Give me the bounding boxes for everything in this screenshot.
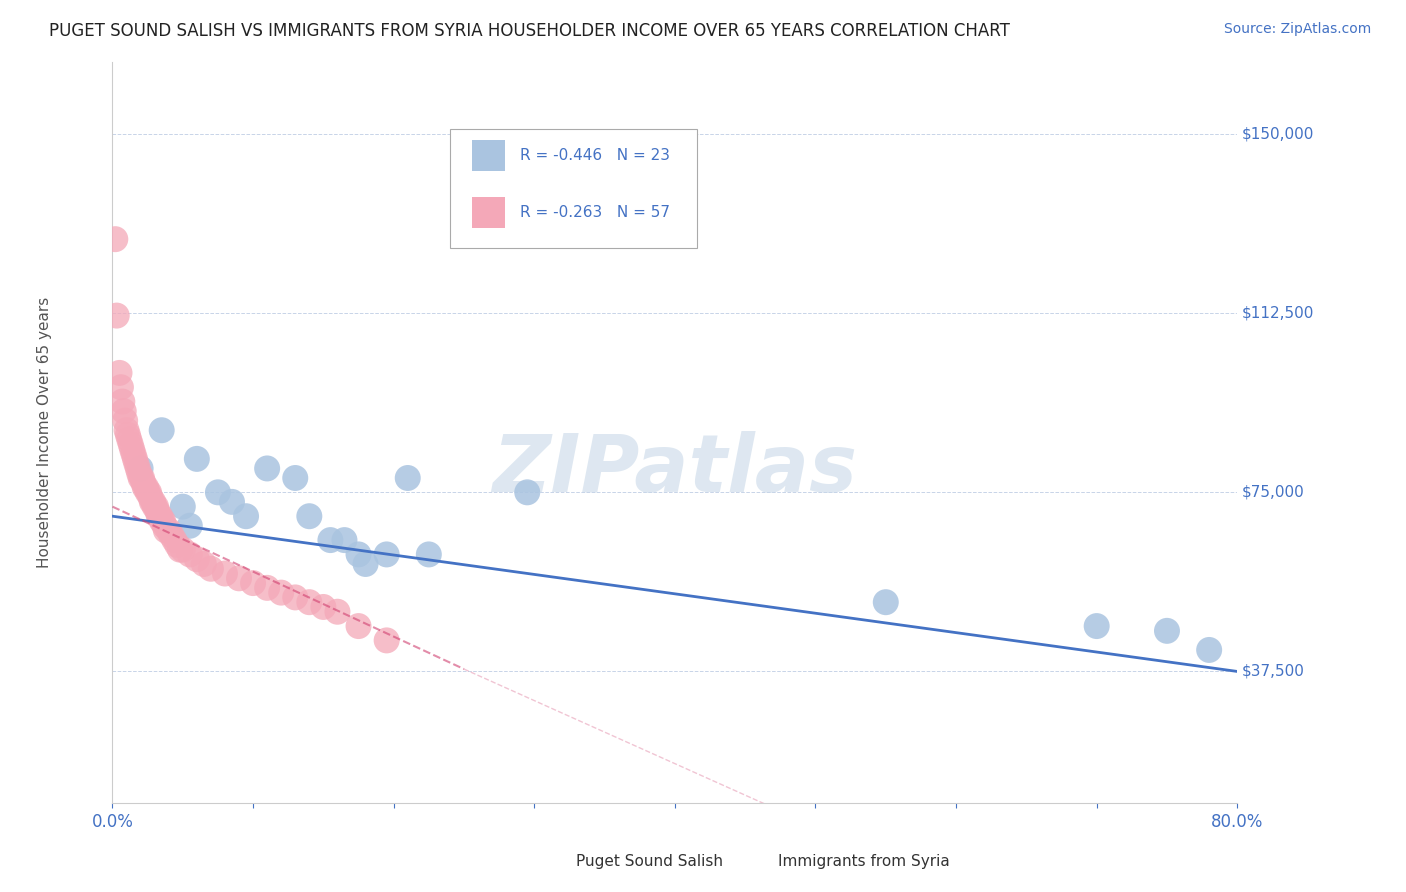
Point xyxy=(150,423,173,437)
Point xyxy=(172,542,194,557)
Point xyxy=(347,619,370,633)
FancyBboxPatch shape xyxy=(450,129,697,247)
Point xyxy=(105,309,128,323)
Point xyxy=(118,433,141,447)
Point xyxy=(284,591,307,605)
Point xyxy=(115,423,138,437)
Point xyxy=(193,557,215,571)
Point xyxy=(396,471,419,485)
Point xyxy=(129,461,152,475)
Point xyxy=(200,562,222,576)
Point xyxy=(221,495,243,509)
Point xyxy=(152,514,174,528)
FancyBboxPatch shape xyxy=(537,848,567,875)
Point xyxy=(125,457,148,471)
Text: $112,500: $112,500 xyxy=(1241,306,1313,321)
Text: ZIPatlas: ZIPatlas xyxy=(492,431,858,508)
Point xyxy=(242,576,264,591)
Point xyxy=(312,599,335,614)
Point xyxy=(1198,643,1220,657)
Point xyxy=(333,533,356,547)
Text: Source: ZipAtlas.com: Source: ZipAtlas.com xyxy=(1223,22,1371,37)
Point xyxy=(155,524,177,538)
Point xyxy=(111,394,134,409)
Point xyxy=(122,447,145,461)
Point xyxy=(112,404,135,418)
Point xyxy=(516,485,538,500)
Point xyxy=(110,380,132,394)
Point xyxy=(160,528,183,542)
Point xyxy=(375,548,398,562)
Point xyxy=(143,500,166,514)
Point xyxy=(298,595,321,609)
Point xyxy=(256,581,278,595)
Point xyxy=(108,366,131,380)
Point xyxy=(163,533,186,547)
Point xyxy=(127,461,149,475)
Point xyxy=(138,485,160,500)
Point xyxy=(124,451,146,466)
Point xyxy=(150,514,173,528)
Point xyxy=(418,548,440,562)
Point xyxy=(134,481,156,495)
Point xyxy=(166,538,188,552)
Text: $37,500: $37,500 xyxy=(1241,664,1305,679)
Point xyxy=(136,485,159,500)
Point xyxy=(141,495,163,509)
Point xyxy=(132,475,155,490)
FancyBboxPatch shape xyxy=(472,140,505,171)
Point xyxy=(347,548,370,562)
FancyBboxPatch shape xyxy=(472,197,505,228)
Point xyxy=(172,500,194,514)
Point xyxy=(284,471,307,485)
Text: PUGET SOUND SALISH VS IMMIGRANTS FROM SYRIA HOUSEHOLDER INCOME OVER 65 YEARS COR: PUGET SOUND SALISH VS IMMIGRANTS FROM SY… xyxy=(49,22,1010,40)
Point xyxy=(186,552,208,566)
Point xyxy=(131,471,153,485)
Point xyxy=(875,595,897,609)
Point xyxy=(1085,619,1108,633)
Point xyxy=(214,566,236,581)
Text: $150,000: $150,000 xyxy=(1241,127,1313,142)
Point xyxy=(179,548,201,562)
Point xyxy=(235,509,257,524)
Text: Immigrants from Syria: Immigrants from Syria xyxy=(779,854,950,869)
Point xyxy=(120,437,142,451)
Point xyxy=(129,471,152,485)
FancyBboxPatch shape xyxy=(740,848,769,875)
Text: Puget Sound Salish: Puget Sound Salish xyxy=(576,854,723,869)
Point xyxy=(256,461,278,475)
Text: R = -0.263   N = 57: R = -0.263 N = 57 xyxy=(520,205,669,220)
Point xyxy=(270,585,292,599)
Point xyxy=(135,481,157,495)
Point xyxy=(375,633,398,648)
Point xyxy=(186,451,208,466)
Point xyxy=(228,571,250,585)
Point xyxy=(142,495,165,509)
Point xyxy=(157,524,180,538)
Point xyxy=(326,605,349,619)
Point xyxy=(298,509,321,524)
Point xyxy=(354,557,377,571)
Point xyxy=(149,509,172,524)
Text: $75,000: $75,000 xyxy=(1241,485,1305,500)
Point xyxy=(139,490,162,504)
Point xyxy=(128,467,150,481)
Point xyxy=(146,504,169,518)
Text: R = -0.446   N = 23: R = -0.446 N = 23 xyxy=(520,148,669,163)
Point xyxy=(179,518,201,533)
Point xyxy=(117,428,139,442)
Point xyxy=(114,414,136,428)
Point xyxy=(319,533,342,547)
Point xyxy=(169,542,191,557)
Point xyxy=(153,518,176,533)
Point xyxy=(145,500,167,514)
Text: Householder Income Over 65 years: Householder Income Over 65 years xyxy=(38,297,52,568)
Point xyxy=(121,442,143,457)
Point xyxy=(148,509,170,524)
Point xyxy=(207,485,229,500)
Point xyxy=(104,232,127,246)
Point xyxy=(1156,624,1178,638)
